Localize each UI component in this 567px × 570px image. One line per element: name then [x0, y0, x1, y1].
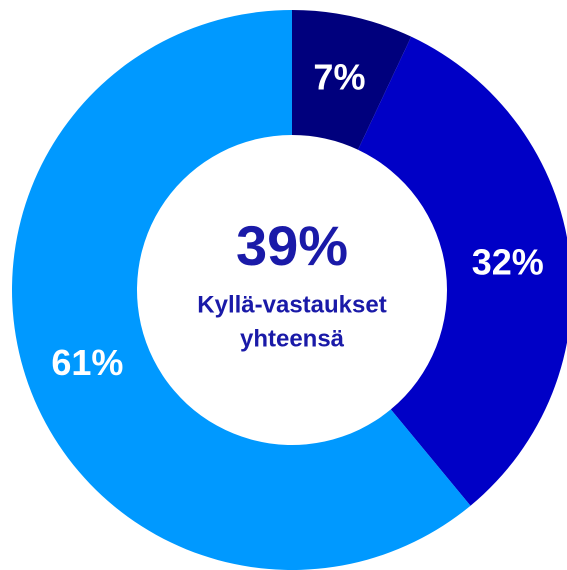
value-label: 32%	[472, 241, 544, 282]
center-text: yhteensä	[240, 325, 345, 352]
value-label: 61%	[51, 342, 123, 383]
center-label: 39%	[236, 214, 348, 277]
donut-segment	[357, 36, 567, 506]
donut-segment	[292, 10, 412, 150]
value-label: 7%	[313, 56, 365, 97]
center-text: Kyllä-vastaukset	[197, 291, 386, 318]
donut-segment	[11, 10, 471, 570]
